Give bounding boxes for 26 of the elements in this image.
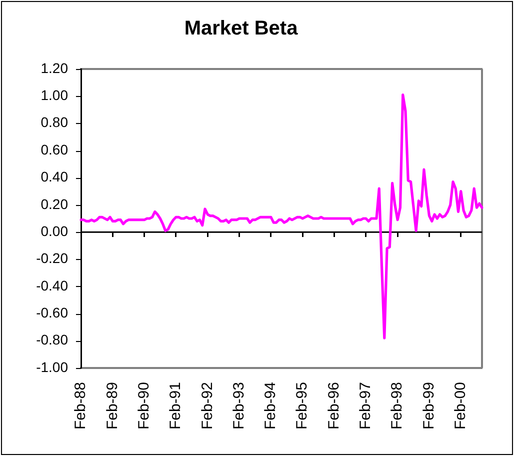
x-tick-label: Feb-91 xyxy=(167,382,184,430)
y-tick-label: -0.20 xyxy=(36,250,68,266)
y-tick-label: -1.00 xyxy=(36,358,68,375)
x-tick-label: Feb-96 xyxy=(325,382,342,430)
y-tick-label: 0.40 xyxy=(40,168,68,185)
y-tick-label: 0.80 xyxy=(40,114,68,130)
y-tick-label: 0.00 xyxy=(40,222,68,239)
x-tick-label: Feb-00 xyxy=(452,382,470,430)
y-tick-label: 1.00 xyxy=(40,87,68,104)
y-tick-label: -0.80 xyxy=(36,332,68,348)
x-tick-label: Feb-92 xyxy=(198,382,216,430)
x-tick-label: Feb-93 xyxy=(230,382,248,430)
x-tick-label: Feb-95 xyxy=(294,382,311,430)
chart-title: Market Beta xyxy=(184,18,299,40)
y-tick-label: -0.40 xyxy=(36,277,68,294)
y-tick-label: 0.20 xyxy=(40,196,68,212)
x-tick-label: Feb-94 xyxy=(262,382,280,430)
y-tick-label: -0.60 xyxy=(36,304,68,320)
x-tick-label: Feb-89 xyxy=(104,382,121,430)
y-tick-label: 1.20 xyxy=(40,60,68,76)
x-tick-label: Feb-97 xyxy=(357,382,374,430)
y-tick-label: 0.60 xyxy=(40,141,68,158)
x-tick-label: Feb-98 xyxy=(388,382,406,430)
x-tick-label: Feb-88 xyxy=(72,382,90,430)
x-tick-label: Feb-99 xyxy=(420,382,438,430)
x-tick-label: Feb-90 xyxy=(135,382,152,430)
